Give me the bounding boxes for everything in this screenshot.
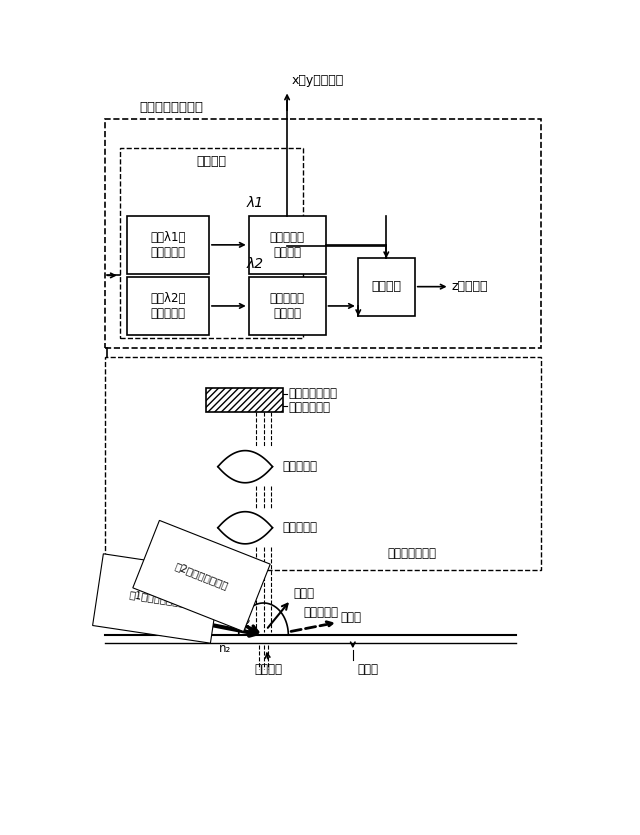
Bar [127, 277, 209, 335]
Text: 散乱光: 散乱光 [293, 587, 314, 600]
Text: 第1のレーザー光源: 第1のレーザー光源 [128, 590, 186, 608]
Text: 近接場光: 近接場光 [255, 663, 282, 676]
Polygon shape [218, 451, 273, 483]
Text: 境界面: 境界面 [358, 663, 379, 676]
Text: 対物レンズ: 対物レンズ [282, 521, 317, 534]
Text: 反射光: 反射光 [340, 610, 362, 624]
Text: 波長λ2の
散乱光分布: 波長λ2の 散乱光分布 [150, 292, 186, 320]
Text: λ₁: λ₁ [115, 614, 129, 628]
Polygon shape [218, 512, 273, 544]
Bar [249, 277, 326, 335]
Bar [358, 258, 415, 316]
Text: λ2: λ2 [246, 256, 263, 271]
Bar [105, 357, 541, 569]
Text: n₁: n₁ [236, 621, 248, 634]
Text: 散乱光検出手段: 散乱光検出手段 [388, 547, 436, 560]
Text: 演算手段: 演算手段 [371, 281, 401, 293]
Bar [127, 216, 209, 274]
Text: 結像レンズ: 結像レンズ [282, 460, 317, 473]
Text: 半球レンズ: 半球レンズ [303, 606, 338, 619]
Bar [207, 387, 284, 412]
Bar [207, 387, 284, 412]
Text: 波長λ1の
散乱光分布: 波長λ1の 散乱光分布 [150, 230, 186, 259]
Bar [249, 216, 326, 274]
Text: x、y座標位置: x、y座標位置 [292, 74, 344, 88]
Text: n₂: n₂ [219, 642, 231, 655]
Text: 波長分離手段: 波長分離手段 [289, 401, 330, 413]
Text: イメージセンサ: イメージセンサ [289, 387, 337, 400]
Text: λ1: λ1 [246, 195, 263, 210]
Text: z座標位置: z座標位置 [452, 281, 488, 293]
Text: 第2のレーザー光源: 第2のレーザー光源 [173, 561, 230, 591]
Text: 最大強度値
検出手段: 最大強度値 検出手段 [269, 292, 305, 320]
Text: 粒子位置特定手段: 粒子位置特定手段 [140, 101, 204, 114]
Bar [105, 119, 541, 347]
Text: 最大強度値
検出手段: 最大強度値 検出手段 [269, 230, 305, 259]
Text: λ₂: λ₂ [237, 615, 251, 630]
Bar [120, 149, 303, 338]
Text: 記憶媒体: 記憶媒体 [196, 154, 227, 168]
